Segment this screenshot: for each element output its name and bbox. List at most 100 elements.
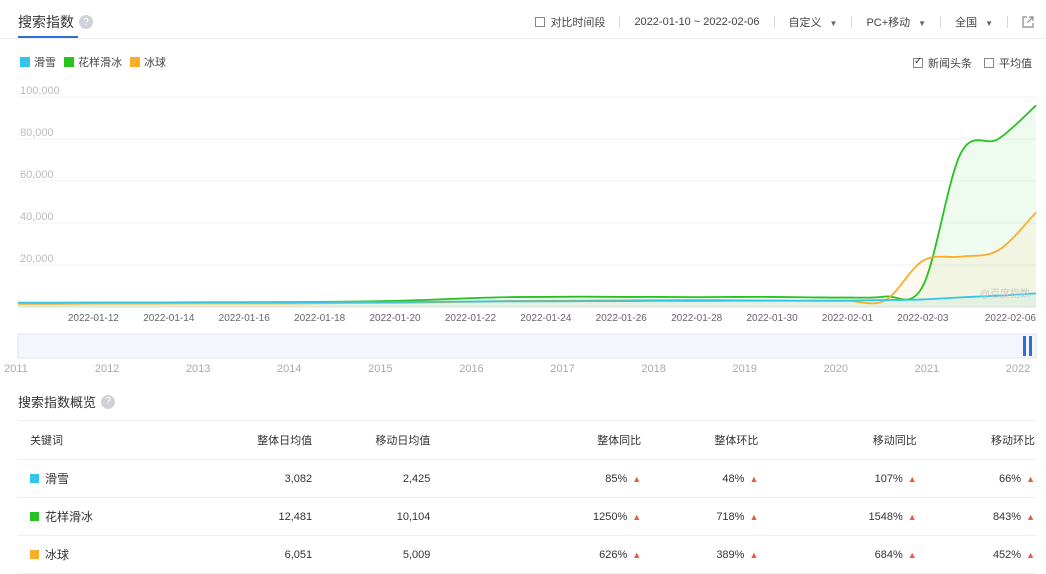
timeline-label: 2013 bbox=[186, 363, 210, 375]
y-tick-label: 20,000 bbox=[20, 253, 54, 265]
legend-item-hockey[interactable]: 冰球 bbox=[130, 54, 166, 70]
page-title-label: 搜索指数 bbox=[18, 14, 74, 30]
legend-item-figure-skating[interactable]: 花样滑冰 bbox=[64, 54, 122, 70]
keyword: 滑雪 bbox=[30, 470, 161, 487]
timeline-label: 2021 bbox=[915, 363, 939, 375]
x-tick-label: 2022-01-14 bbox=[143, 313, 195, 324]
value-cell: 718% ▲ bbox=[642, 497, 760, 536]
keyword: 花样滑冰 bbox=[30, 508, 161, 525]
arrow-up-icon: ▲ bbox=[632, 473, 642, 484]
legend-item-skiing[interactable]: 滑雪 bbox=[20, 54, 56, 70]
cell-value: 452% bbox=[992, 548, 1022, 561]
series-area bbox=[18, 105, 1036, 308]
legend-swatch bbox=[64, 57, 74, 67]
cell-value: 843% bbox=[992, 510, 1022, 523]
column-header: 整体环比 bbox=[642, 420, 760, 460]
tab-underline bbox=[18, 36, 78, 38]
news-toggle[interactable]: 新闻头条 bbox=[913, 55, 972, 71]
arrow-up-icon: ▲ bbox=[632, 549, 642, 560]
divider bbox=[619, 16, 621, 28]
x-tick-label: 2022-01-12 bbox=[68, 313, 120, 324]
x-tick-label: 2022-02-06 bbox=[985, 313, 1037, 324]
y-tick-label: 40,000 bbox=[20, 211, 54, 223]
timeline-label: 2018 bbox=[641, 363, 665, 375]
value-cell: 66% ▲ bbox=[917, 459, 1036, 498]
column-header: 移动同比 bbox=[759, 420, 918, 460]
average-toggle[interactable]: 平均值 bbox=[984, 55, 1032, 71]
page-title[interactable]: 搜索指数 ? bbox=[18, 12, 93, 32]
value-cell: 107% ▲ bbox=[759, 459, 918, 498]
value-cell: 1548% ▲ bbox=[759, 497, 918, 536]
toolbar: 对比时间段 2022-01-10 ~ 2022-02-06 自定义 ▼ PC+移动… bbox=[535, 14, 1034, 30]
legend-label: 滑雪 bbox=[34, 57, 56, 69]
x-tick-label: 2022-02-01 bbox=[822, 313, 874, 324]
keyword: 冰球 bbox=[30, 546, 161, 563]
y-tick-label: 60,000 bbox=[20, 169, 54, 181]
value-cell: 12,481 bbox=[161, 497, 314, 536]
timeline-label: 2017 bbox=[550, 363, 574, 375]
value-cell: 2,425 bbox=[313, 459, 432, 498]
caret-down-icon: ▼ bbox=[985, 19, 993, 28]
x-tick-label: 2022-01-28 bbox=[671, 313, 723, 324]
x-tick-label: 2022-01-24 bbox=[520, 313, 572, 324]
cell-value: 718% bbox=[716, 510, 745, 523]
chart-options: 新闻头条 平均值 bbox=[901, 55, 1032, 71]
device-select[interactable]: PC+移动 ▼ bbox=[866, 14, 926, 30]
average-label: 平均值 bbox=[999, 58, 1032, 70]
cell-value: 6,051 bbox=[284, 548, 313, 561]
compare-toggle[interactable]: 对比时间段 bbox=[535, 14, 605, 30]
cell-value: 1250% bbox=[592, 510, 628, 523]
keyword-swatch bbox=[30, 550, 39, 559]
value-cell: 1250% ▲ bbox=[431, 497, 643, 536]
custom-label: 自定义 bbox=[788, 17, 822, 29]
cell-value: 389% bbox=[716, 548, 745, 561]
timeline-handle-right bbox=[1029, 336, 1032, 356]
timeline-label: 2019 bbox=[732, 363, 756, 375]
series-line bbox=[17, 104, 1037, 305]
cell-value: 12,481 bbox=[278, 510, 313, 523]
caret-down-icon: ▼ bbox=[918, 19, 927, 28]
overview-title-label: 搜索指数概览 bbox=[18, 395, 97, 410]
x-tick-label: 2022-02-03 bbox=[897, 313, 949, 324]
keyword-label: 冰球 bbox=[45, 548, 70, 562]
divider bbox=[0, 38, 1046, 39]
table-row: 滑雪 3,082 2,425 85% ▲ 48% ▲ 107% ▲ 66% ▲ bbox=[18, 459, 1036, 498]
timeline-label: 2015 bbox=[368, 363, 392, 375]
cell-value: 107% bbox=[874, 472, 903, 485]
column-header: 移动日均值 bbox=[313, 420, 432, 460]
timeline-label: 2011 bbox=[4, 363, 28, 375]
checkbox-checked-icon[interactable] bbox=[913, 56, 923, 68]
question-circle-icon[interactable]: ? bbox=[101, 394, 116, 409]
divider bbox=[851, 16, 853, 28]
cell-value: 85% bbox=[605, 472, 628, 485]
region-label: 全国 bbox=[955, 17, 978, 29]
series-area bbox=[18, 212, 1036, 307]
external-link-icon[interactable] bbox=[1022, 16, 1034, 28]
column-header: 整体日均值 bbox=[161, 420, 314, 460]
overview-table: 关键词 整体日均值 移动日均值 整体同比 整体环比 移动同比 移动环比 滑雪 3,… bbox=[18, 420, 1036, 574]
question-circle-icon[interactable]: ? bbox=[79, 15, 93, 29]
x-tick-label: 2022-01-16 bbox=[219, 313, 271, 324]
custom-select[interactable]: 自定义 ▼ bbox=[789, 14, 838, 30]
cell-value: 3,082 bbox=[284, 472, 313, 485]
timeline-label: 2012 bbox=[95, 363, 119, 375]
overview-title: 搜索指数概览 ? bbox=[18, 392, 116, 411]
arrow-up-icon: ▲ bbox=[749, 511, 759, 522]
caret-down-icon: ▼ bbox=[829, 19, 838, 28]
column-header: 移动环比 bbox=[917, 420, 1036, 460]
device-label: PC+移动 bbox=[866, 17, 911, 29]
date-range[interactable]: 2022-01-10 ~ 2022-02-06 bbox=[634, 16, 760, 28]
y-tick-label: 100,000 bbox=[20, 85, 60, 97]
cell-value: 48% bbox=[722, 472, 745, 485]
checkbox-icon[interactable] bbox=[535, 17, 546, 27]
region-select[interactable]: 全国 ▼ bbox=[955, 14, 993, 30]
watermark: @百度指数 bbox=[980, 287, 1030, 300]
value-cell: 843% ▲ bbox=[917, 497, 1036, 536]
cell-value: 1548% bbox=[868, 510, 903, 523]
checkbox-icon[interactable] bbox=[984, 58, 994, 68]
timeline-label: 2022 bbox=[1006, 363, 1030, 375]
x-tick-label: 2022-01-30 bbox=[746, 313, 798, 324]
keyword-cell: 花样滑冰 bbox=[18, 497, 162, 536]
x-tick-label: 2022-01-26 bbox=[596, 313, 648, 324]
cell-value: 5,009 bbox=[402, 548, 431, 561]
